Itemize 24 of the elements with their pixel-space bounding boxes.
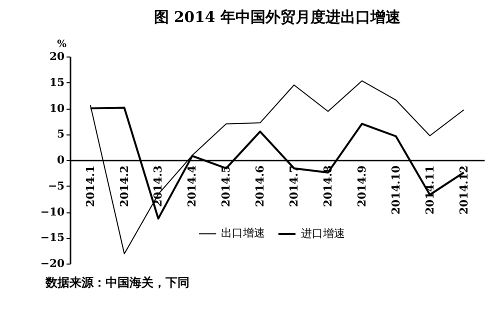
x-tick-label: 2014.4: [186, 165, 199, 207]
y-tick-label: 20: [50, 50, 66, 63]
legend-label: 出口增速: [220, 226, 265, 240]
x-tick-label: 2014.9: [355, 165, 368, 207]
x-tick-label: 2014.12: [457, 165, 470, 214]
x-tick-label: 2014.1: [84, 165, 97, 207]
y-tick-label: −5: [48, 179, 65, 192]
x-tick-label: 2014.7: [288, 165, 301, 207]
x-tick-label: 2014.10: [389, 165, 402, 214]
x-tick-label: 2014.6: [254, 165, 267, 207]
x-tick-label: 2014.3: [152, 165, 165, 207]
legend-label: 进口增速: [300, 226, 345, 240]
y-axis-title: %: [57, 39, 68, 50]
x-tick-label: 2014.2: [118, 165, 131, 207]
y-tick-label: 15: [50, 76, 65, 89]
y-tick-label: −20: [40, 257, 66, 270]
chart-title: 图 2014 年中国外贸月度进出口增速: [154, 8, 402, 26]
y-tick-label: 5: [57, 128, 65, 141]
y-tick-label: 0: [57, 154, 66, 167]
y-tick-label: 10: [50, 102, 66, 115]
source-note: 数据来源：中国海关，下同: [44, 275, 190, 290]
y-tick-label: −15: [40, 231, 65, 244]
y-tick-label: −10: [40, 205, 66, 218]
x-tick-label: 2014.11: [423, 165, 436, 214]
